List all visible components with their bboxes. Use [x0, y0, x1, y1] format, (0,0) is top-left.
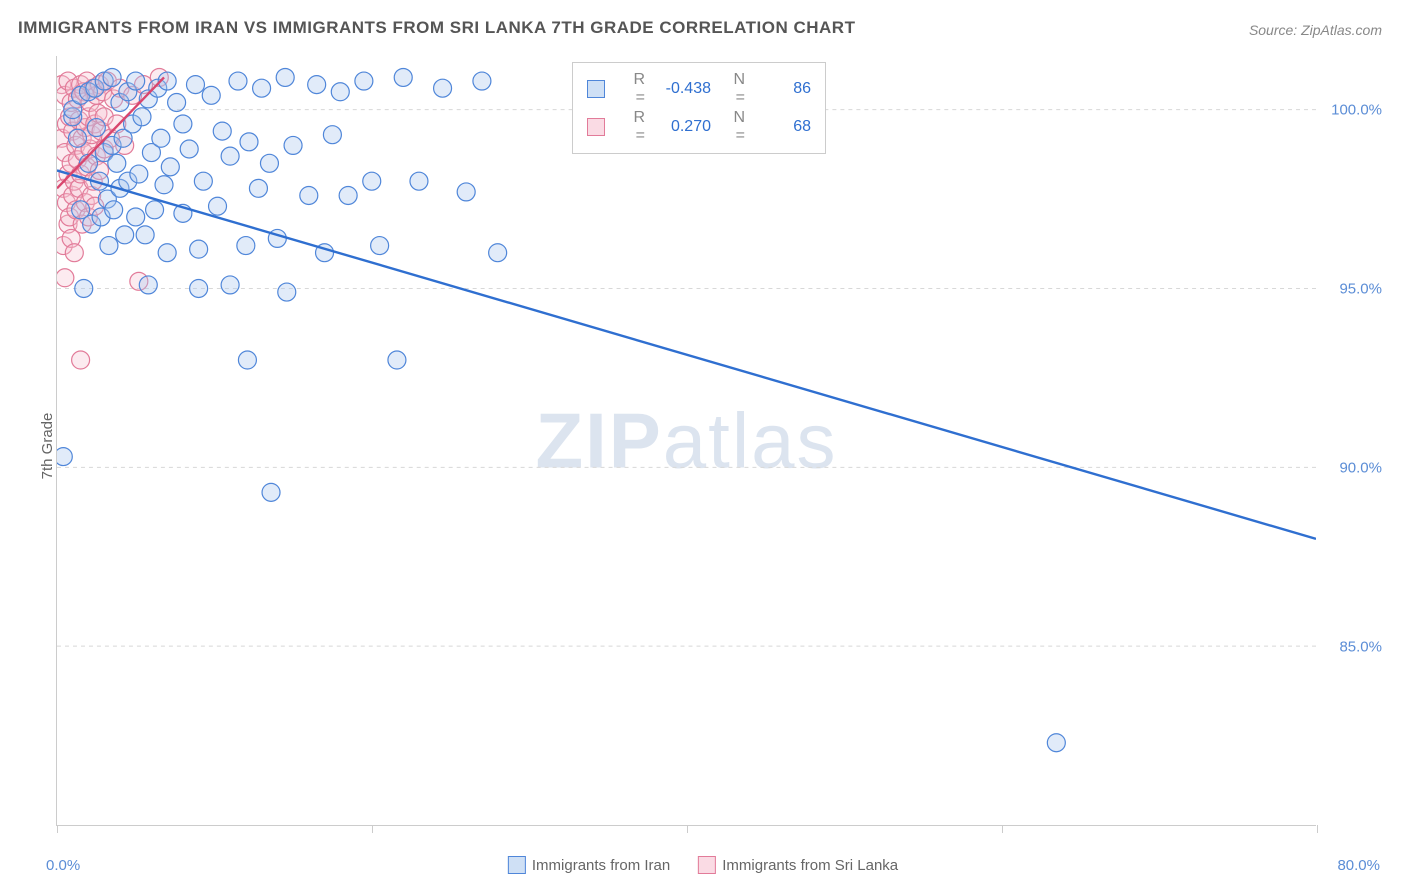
legend-item: Immigrants from Sri Lanka	[698, 856, 898, 874]
stat-r-label: R =	[621, 109, 645, 145]
stat-r-value: -0.438	[655, 80, 711, 98]
correlation-legend: R = -0.438 N = 86 R = 0.270 N = 68	[572, 62, 826, 154]
chart-svg	[57, 56, 1316, 825]
y-tick-label: 100.0%	[1331, 101, 1382, 118]
bottom-legend: Immigrants from Iran Immigrants from Sri …	[508, 856, 898, 874]
legend-stat-row: R = -0.438 N = 86	[587, 71, 811, 107]
stat-n-label: N =	[721, 71, 745, 107]
x-tick	[57, 825, 58, 833]
legend-stat-row: R = 0.270 N = 68	[587, 109, 811, 145]
chart-title: IMMIGRANTS FROM IRAN VS IMMIGRANTS FROM …	[18, 18, 855, 38]
watermark: ZIPatlas	[535, 395, 837, 486]
stat-n-label: N =	[721, 109, 745, 145]
source-attribution: Source: ZipAtlas.com	[1249, 22, 1382, 38]
legend-swatch	[587, 118, 605, 136]
legend-label: Immigrants from Sri Lanka	[722, 857, 898, 874]
legend-swatch	[698, 856, 716, 874]
stat-n-value: 86	[755, 80, 811, 98]
y-tick-label: 95.0%	[1339, 280, 1382, 297]
x-axis-max-label: 80.0%	[1337, 857, 1380, 874]
legend-swatch	[508, 856, 526, 874]
x-tick	[372, 825, 373, 833]
x-tick	[1002, 825, 1003, 833]
legend-swatch	[587, 80, 605, 98]
x-axis-min-label: 0.0%	[46, 857, 80, 874]
legend-item: Immigrants from Iran	[508, 856, 670, 874]
legend-label: Immigrants from Iran	[532, 857, 670, 874]
plot-area: ZIPatlas 85.0%90.0%95.0%100.0% R =-0.438…	[56, 56, 1316, 826]
x-tick	[687, 825, 688, 833]
y-tick-label: 85.0%	[1339, 638, 1382, 655]
y-axis-label: 7th Grade	[39, 413, 56, 480]
stat-n-value: 68	[755, 118, 811, 136]
stat-r-value: 0.270	[655, 118, 711, 136]
watermark-light: atlas	[663, 396, 838, 484]
stat-r-label: R =	[621, 71, 645, 107]
x-tick	[1317, 825, 1318, 833]
watermark-bold: ZIP	[535, 396, 662, 484]
y-tick-label: 90.0%	[1339, 459, 1382, 476]
